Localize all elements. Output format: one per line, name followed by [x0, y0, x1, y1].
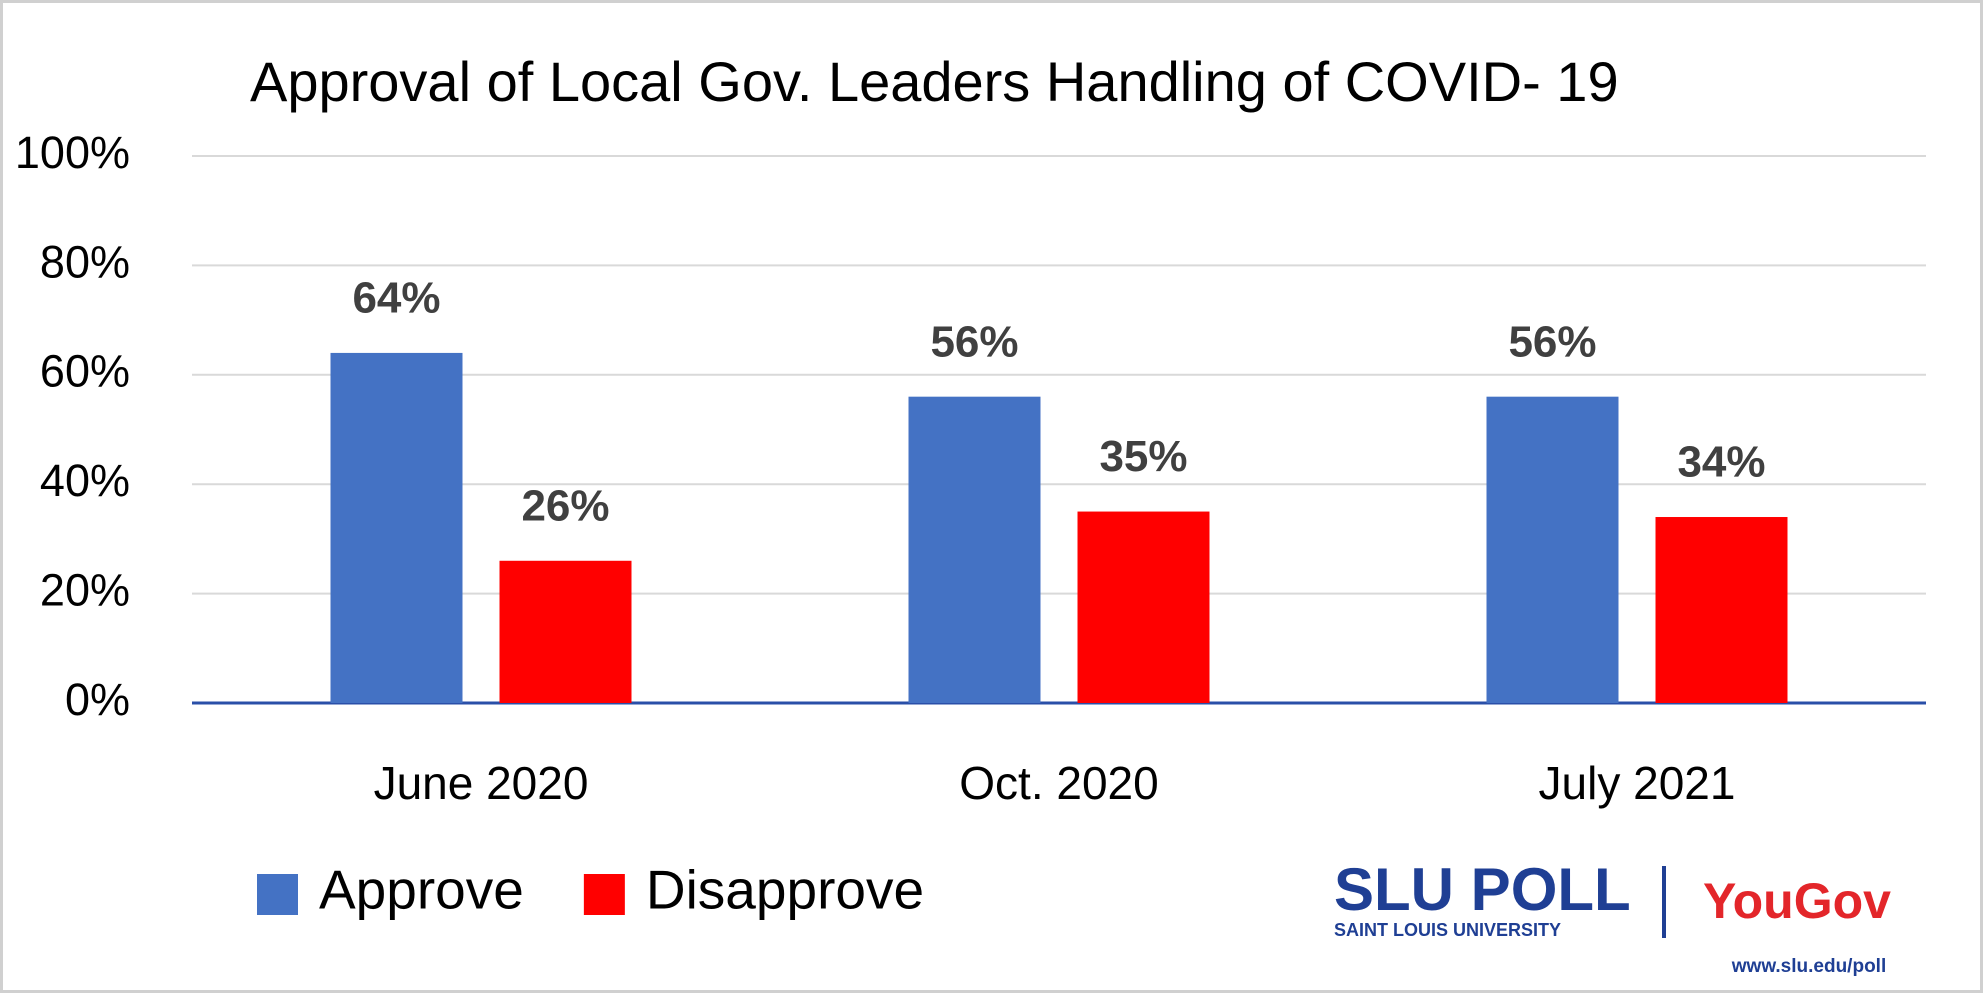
legend-label: Approve [319, 859, 524, 921]
bar [1077, 511, 1210, 703]
legend-swatch [583, 874, 625, 915]
legend-label: Disapprove [646, 859, 924, 921]
logo: SLU POLL [1334, 856, 1631, 923]
chart-title: Approval of Local Gov. Leaders Handling … [250, 50, 1619, 113]
data-label: 56% [930, 317, 1018, 366]
y-tick-label: 100% [15, 127, 130, 178]
partner-logo: YouGov [1703, 873, 1891, 929]
y-tick-label: 20% [40, 564, 130, 615]
y-tick-label: 40% [40, 455, 130, 506]
data-label: 35% [1099, 432, 1187, 481]
y-tick-label: 80% [40, 236, 130, 287]
data-label: 64% [352, 274, 440, 323]
url: www.slu.edu/poll [1731, 956, 1886, 977]
university: SAINT LOUIS UNIVERSITY [1334, 920, 1561, 940]
data-label: 34% [1677, 438, 1765, 487]
data-label: 56% [1508, 317, 1596, 366]
x-tick-label: Oct. 2020 [959, 757, 1158, 809]
bar [1655, 517, 1788, 703]
y-tick-label: 0% [65, 674, 130, 725]
bar [1486, 396, 1619, 703]
x-tick-label: June 2020 [374, 757, 589, 809]
y-tick-label: 60% [40, 346, 130, 397]
bar [330, 352, 463, 703]
data-label: 26% [521, 481, 609, 530]
legend-swatch [257, 874, 298, 915]
x-tick-label: July 2021 [1539, 757, 1736, 809]
bar [499, 560, 632, 703]
bar [908, 396, 1041, 703]
